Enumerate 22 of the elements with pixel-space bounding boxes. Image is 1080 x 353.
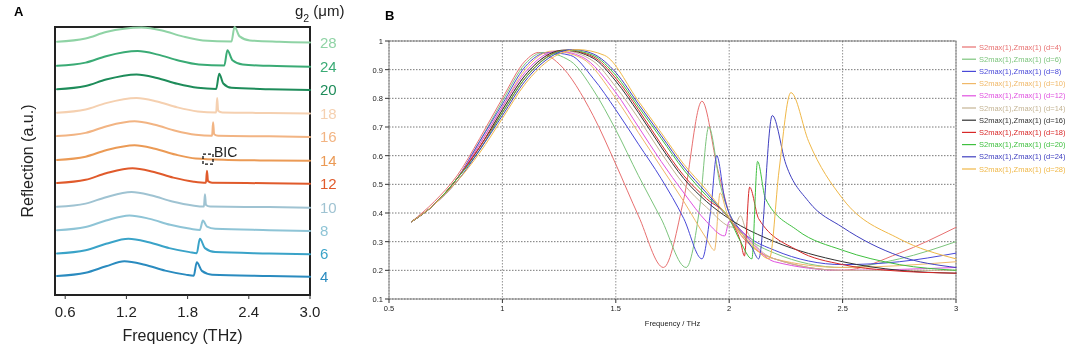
series-label: 20 (320, 80, 337, 98)
chart-title: B (385, 8, 395, 23)
annotation: BIC (214, 144, 238, 161)
x-tick-label: 3.0 (299, 303, 321, 320)
series-label: 10 (320, 198, 337, 216)
series-label: 8 (320, 221, 329, 239)
series-label: 14 (320, 151, 337, 169)
series-label: 24 (320, 57, 337, 75)
series-label: 16 (320, 127, 337, 145)
series-label: 4 (320, 267, 329, 285)
series-label: 28 (320, 33, 337, 51)
legend-title: g$_{2}$ (μm) (295, 2, 345, 24)
series-label: 12 (320, 174, 337, 192)
chart-title: A (14, 4, 24, 19)
x-tick-label: 2.4 (238, 303, 260, 320)
x-axis-title: Frequency (THz) (122, 327, 243, 344)
series-label: 18 (320, 104, 337, 122)
x-tick-label: 1.2 (115, 303, 137, 320)
series-label: 6 (320, 245, 329, 263)
x-tick-label: 0.6 (54, 303, 76, 320)
y-axis-title: Reflection (a.u.) (19, 104, 36, 218)
x-tick-label: 1.8 (177, 303, 199, 320)
